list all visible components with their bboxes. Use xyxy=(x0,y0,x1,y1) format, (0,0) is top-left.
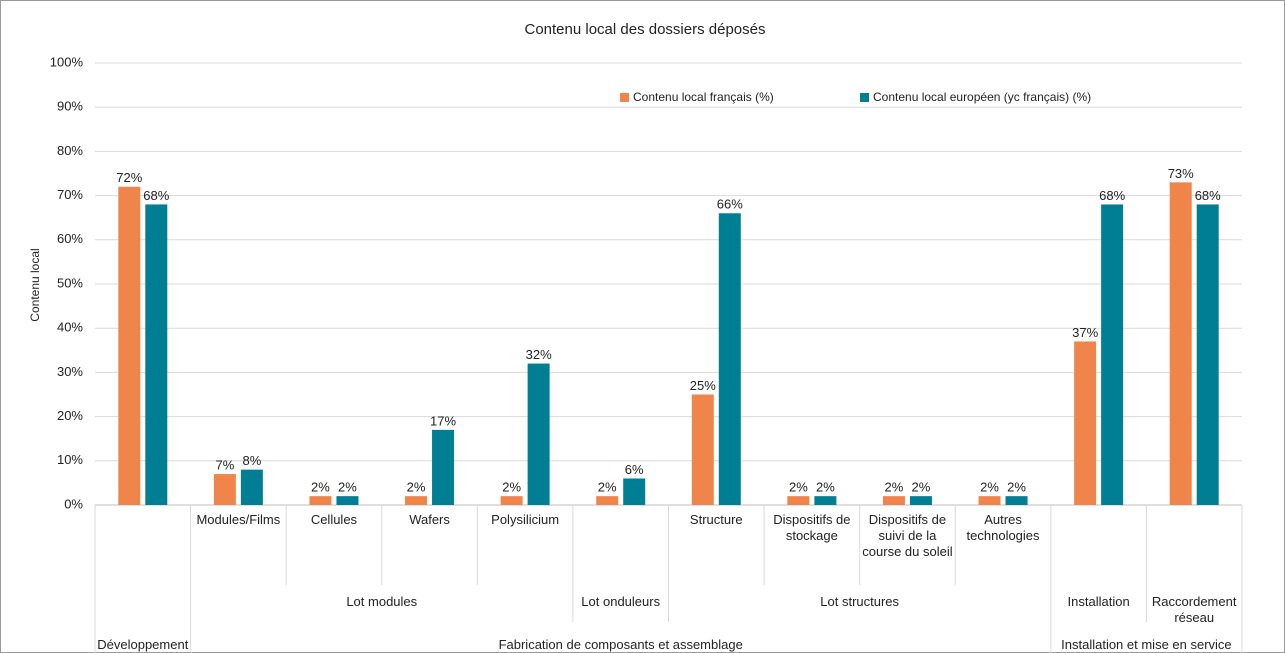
bar xyxy=(596,496,619,505)
data-label: 2% xyxy=(912,480,931,495)
y-tick-label: 60% xyxy=(57,231,83,246)
bar xyxy=(1196,204,1219,505)
data-label: 2% xyxy=(311,480,330,495)
data-label: 2% xyxy=(407,480,426,495)
y-tick-label: 80% xyxy=(57,143,83,158)
bar xyxy=(1074,341,1097,505)
data-label: 2% xyxy=(502,480,521,495)
y-axis-label: Contenu local xyxy=(28,248,42,321)
bar xyxy=(882,496,905,505)
y-tick-label: 100% xyxy=(50,54,84,69)
data-label: 37% xyxy=(1072,325,1098,340)
category-label: Autres technologies xyxy=(966,512,1040,543)
y-tick-label: 20% xyxy=(57,408,83,423)
section-label: Développement xyxy=(97,637,189,652)
bar xyxy=(405,496,428,505)
bar xyxy=(118,186,141,505)
bar xyxy=(1101,204,1124,505)
bar xyxy=(432,429,455,505)
section-label: Fabrication de composants et assemblage xyxy=(498,637,743,652)
bar xyxy=(787,496,810,505)
y-tick-label: 50% xyxy=(57,275,83,290)
category-label: Structure xyxy=(689,512,743,527)
section-label: Installation et mise en service xyxy=(1061,637,1232,652)
category-label: Wafers xyxy=(409,512,450,527)
data-label: 7% xyxy=(215,457,234,472)
category-label: Dispositifs de stockage xyxy=(773,512,851,543)
data-label: 72% xyxy=(116,170,142,185)
y-tick-label: 0% xyxy=(64,496,83,511)
data-label: 68% xyxy=(143,188,169,203)
data-label: 66% xyxy=(717,197,743,212)
chart-title: Contenu local des dossiers déposés xyxy=(525,21,766,38)
data-label: 32% xyxy=(526,347,552,362)
data-label: 2% xyxy=(816,480,835,495)
data-label: 25% xyxy=(690,378,716,393)
y-tick-label: 30% xyxy=(57,364,83,379)
data-label: 2% xyxy=(789,480,808,495)
bar xyxy=(500,496,523,505)
data-label: 2% xyxy=(1007,480,1026,495)
bar xyxy=(623,478,646,505)
bar xyxy=(718,213,741,505)
y-tick-label: 40% xyxy=(57,320,83,335)
data-label: 2% xyxy=(980,480,999,495)
y-tick-label: 10% xyxy=(57,452,83,467)
group-label: Lot modules xyxy=(346,594,418,609)
category-label: Dispositifs de suivi de la course du sol… xyxy=(862,512,953,559)
bar xyxy=(814,496,837,505)
group-label: Raccordement réseau xyxy=(1151,594,1237,625)
bar xyxy=(240,469,263,505)
category-label: Modules/Films xyxy=(196,512,281,527)
bar xyxy=(336,496,359,505)
category-label: Cellules xyxy=(310,512,358,527)
data-label: 8% xyxy=(242,453,261,468)
bar xyxy=(978,496,1001,505)
y-tick-label: 90% xyxy=(57,99,83,114)
bar xyxy=(1005,496,1028,505)
group-label: Lot onduleurs xyxy=(581,594,661,609)
data-label: 68% xyxy=(1099,188,1125,203)
legend-label: Contenu local français (%) xyxy=(633,90,774,104)
bar xyxy=(309,496,332,505)
data-label: 2% xyxy=(338,480,357,495)
bar xyxy=(145,204,168,505)
data-label: 2% xyxy=(885,480,904,495)
data-label: 68% xyxy=(1195,188,1221,203)
bar xyxy=(691,394,714,505)
data-label: 17% xyxy=(430,413,456,428)
data-label: 73% xyxy=(1168,166,1194,181)
bar xyxy=(909,496,932,505)
data-label: 2% xyxy=(598,480,617,495)
bar xyxy=(213,474,236,505)
data-label: 6% xyxy=(625,462,644,477)
bar xyxy=(1169,182,1192,505)
legend-label: Contenu local européen (yc français) (%) xyxy=(873,90,1091,104)
group-label: Lot structures xyxy=(820,594,900,609)
category-label: Polysilicium xyxy=(491,512,560,527)
group-label: Installation xyxy=(1067,594,1130,609)
legend-swatch xyxy=(860,93,869,102)
y-tick-label: 70% xyxy=(57,187,83,202)
legend-swatch xyxy=(620,93,629,102)
bar xyxy=(527,363,550,505)
